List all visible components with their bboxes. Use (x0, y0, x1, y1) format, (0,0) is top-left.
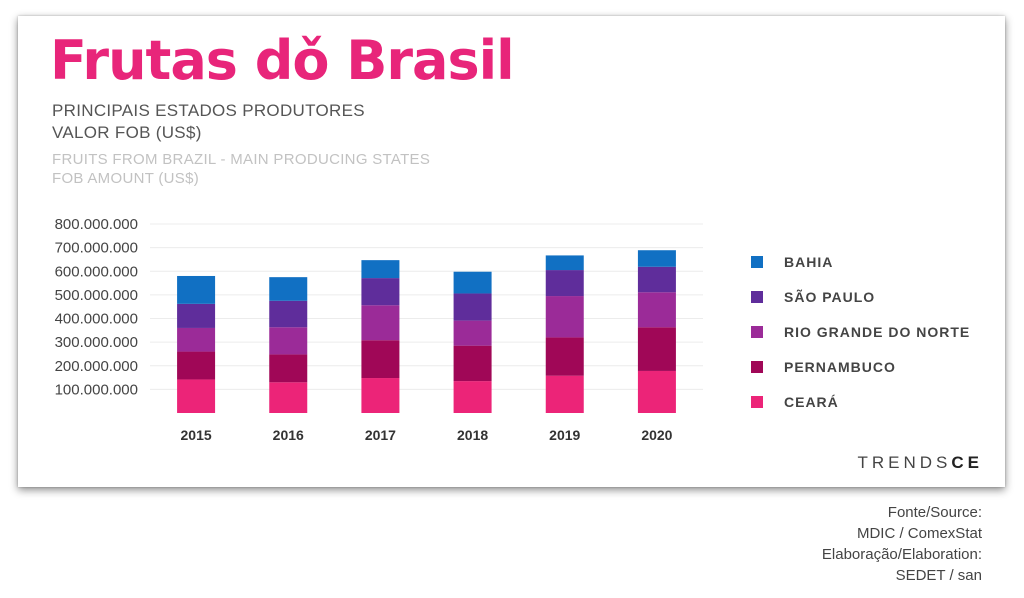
bar-segment-ceara-2017 (361, 378, 400, 413)
legend-label: PERNAMBUCO (784, 358, 896, 375)
y-tick-label: 700.000.000 (55, 240, 138, 257)
bar-segment-sao-paulo-2016 (269, 300, 308, 328)
x-tick-label: 2018 (457, 427, 488, 443)
source-line1: Fonte/Source: (887, 504, 982, 521)
legend-item: CEARÁ (751, 384, 970, 419)
legend-item: BAHIA (751, 244, 970, 279)
bar-segment-bahia-2020 (637, 250, 676, 267)
x-tick-label: 2019 (549, 427, 580, 443)
brand-logo: TRENDSCE (857, 453, 983, 473)
y-tick-label: 800.000.000 (55, 216, 138, 233)
bar-segment-ceara-2019 (545, 375, 584, 413)
x-tick-label: 2015 (181, 427, 212, 443)
source-line2: MDIC / ComexStat (856, 525, 982, 542)
legend-swatch (751, 395, 763, 408)
subtitle-pt-line2: VALOR FOB (US$) (52, 123, 202, 142)
stacked-bar-chart: 100.000.000 200.000.000 300.000.000 400.000… (55, 216, 703, 443)
legend-label: BAHIA (784, 253, 834, 270)
bar-segment-bahia-2016 (269, 277, 308, 301)
legend-label: CEARÁ (784, 393, 839, 410)
y-tick-label: 600.000.000 (55, 263, 138, 280)
subtitle-pt-line1: PRINCIPAIS ESTADOS PRODUTORES (52, 101, 365, 120)
bar-segment-ceara-2020 (637, 370, 676, 413)
chart-legend: BAHIA SÃO PAULO RIO GRANDE DO NORTE PERNAMB… (751, 244, 970, 419)
y-tick-label: 100.000.000 (55, 381, 138, 398)
bar-segment-rio-grande-do-norte-2016 (269, 327, 308, 355)
subtitle-english: FRUITS FROM BRAZIL - MAIN PRODUCING STAT… (52, 150, 430, 188)
subtitle-en-line1: FRUITS FROM BRAZIL - MAIN PRODUCING STAT… (52, 151, 431, 168)
logo-text-ce: CE (951, 453, 983, 472)
y-tick-label: 200.000.000 (55, 358, 138, 375)
source-line4: SEDET / san (895, 567, 982, 584)
bar-segment-sao-paulo-2018 (453, 293, 492, 321)
legend-label: SÃO PAULO (784, 288, 876, 305)
legend-swatch (751, 255, 763, 268)
y-tick-label: 300.000.000 (55, 334, 138, 351)
bar-segment-pernambuco-2018 (453, 345, 492, 382)
legend-swatch (751, 325, 763, 338)
bar-segment-sao-paulo-2017 (361, 278, 400, 306)
bar-segment-pernambuco-2020 (637, 327, 676, 371)
bar-segment-rio-grande-do-norte-2020 (637, 292, 676, 328)
bar-segment-rio-grande-do-norte-2015 (177, 327, 216, 352)
legend-swatch (751, 360, 763, 373)
bar-segment-sao-paulo-2019 (545, 270, 584, 297)
bar-segment-rio-grande-do-norte-2018 (453, 320, 492, 346)
legend-label: RIO GRANDE DO NORTE (784, 323, 971, 340)
bar-segment-ceara-2015 (177, 379, 216, 413)
subtitle-portuguese: PRINCIPAIS ESTADOS PRODUTORES VALOR FOB … (52, 100, 365, 144)
bar-segment-pernambuco-2019 (545, 337, 584, 376)
bar-segment-sao-paulo-2020 (637, 266, 676, 293)
bar-segment-pernambuco-2016 (269, 354, 308, 383)
bar-segment-pernambuco-2017 (361, 340, 400, 379)
x-tick-label: 2020 (641, 427, 672, 443)
bar-segment-pernambuco-2015 (177, 351, 216, 380)
bar-segment-ceara-2016 (269, 382, 308, 413)
bar-segment-rio-grande-do-norte-2017 (361, 305, 400, 341)
y-tick-label: 400.000.000 (55, 311, 138, 328)
bar-segment-sao-paulo-2015 (177, 303, 216, 328)
x-tick-label: 2017 (365, 427, 396, 443)
bar-segment-rio-grande-do-norte-2019 (545, 296, 584, 338)
bar-segment-bahia-2018 (453, 271, 492, 294)
legend-swatch (751, 290, 763, 303)
logo-text-trends: TRENDS (857, 453, 952, 472)
bar-segment-bahia-2017 (361, 260, 400, 279)
legend-item: PERNAMBUCO (751, 349, 970, 384)
legend-item: RIO GRANDE DO NORTE (751, 314, 970, 349)
bar-segment-bahia-2019 (545, 255, 584, 271)
y-tick-label: 500.000.000 (55, 287, 138, 304)
legend-item: SÃO PAULO (751, 279, 970, 314)
chart-card: Frutas dǒ Brasil PRINCIPAIS ESTADOS PROD… (18, 16, 1005, 487)
chart-title: Frutas dǒ Brasil (50, 29, 515, 92)
subtitle-en-line2: FOB AMOUNT (US$) (52, 170, 200, 187)
source-note: Fonte/Source: MDIC / ComexStat Elaboraçã… (822, 502, 982, 586)
bar-segment-ceara-2018 (453, 381, 492, 413)
source-line3: Elaboração/Elaboration: (821, 546, 982, 563)
x-tick-label: 2016 (273, 427, 304, 443)
bar-segment-bahia-2015 (177, 275, 216, 304)
